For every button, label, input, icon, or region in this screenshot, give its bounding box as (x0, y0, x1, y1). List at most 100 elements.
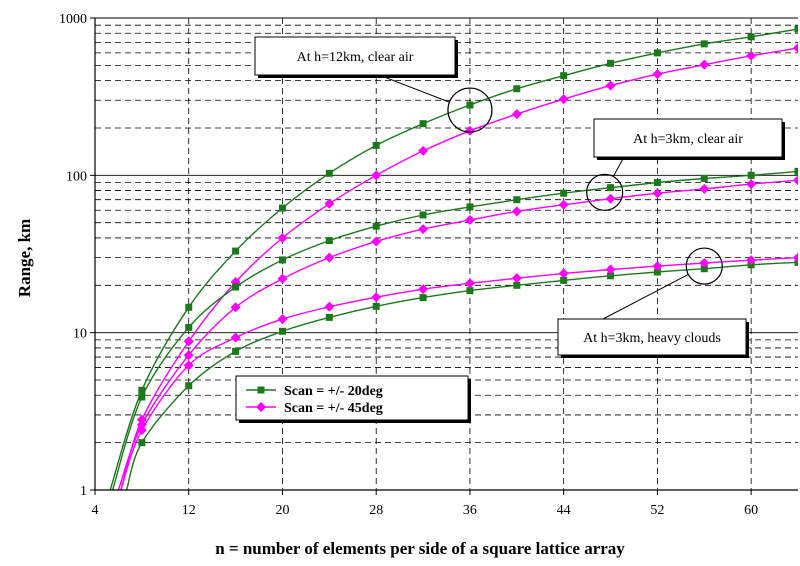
data-point-diamond (605, 193, 616, 204)
data-point-square (607, 59, 615, 67)
data-point-diamond (324, 301, 335, 312)
data-point-square (372, 222, 380, 230)
data-point-square (419, 294, 427, 302)
data-point-diamond (699, 258, 710, 269)
data-point-square (513, 85, 521, 93)
data-point-square (794, 25, 798, 33)
callout: At h=3km, heavy clouds (557, 247, 749, 358)
data-point-diamond (418, 224, 429, 235)
legend-entry: Scan = +/- 45deg (246, 401, 383, 416)
data-point-square (513, 196, 521, 204)
data-point-diamond (511, 273, 522, 284)
legend-box (235, 375, 469, 421)
data-point-square (138, 386, 146, 394)
callout-circle (685, 247, 723, 285)
data-point-square (747, 171, 755, 179)
data-point-diamond (136, 414, 147, 425)
y-axis-title: Range, km (15, 219, 34, 297)
data-point-diamond (793, 42, 798, 53)
data-point-square (232, 347, 240, 355)
callout-circle (586, 173, 624, 211)
data-point-square (325, 237, 333, 245)
series-line (117, 179, 798, 490)
data-point-square (257, 386, 265, 394)
legend-label: Scan = +/- 45deg (284, 401, 383, 416)
data-point-diamond (230, 302, 241, 313)
data-point-diamond (793, 252, 798, 263)
callout: At h=3km, clear air (586, 118, 785, 211)
data-point-square (232, 247, 240, 255)
data-point-diamond (418, 284, 429, 295)
series-line (120, 256, 798, 490)
data-point-square (325, 313, 333, 321)
data-point-diamond (136, 419, 147, 430)
series-line (120, 47, 798, 490)
data-point-square (232, 283, 240, 291)
data-point-diamond (558, 94, 569, 105)
callout-leader (378, 74, 450, 103)
data-point-square (372, 141, 380, 149)
x-tick-label: 4 (92, 503, 99, 518)
legend: Scan = +/- 20deg Scan = +/- 45deg (235, 375, 471, 423)
x-tick-label: 12 (182, 503, 196, 518)
data-point-square (653, 268, 661, 276)
y-tick-label: 10 (73, 327, 87, 342)
callout-box (593, 118, 783, 158)
data-point-square (560, 72, 568, 80)
data-point-diamond (183, 336, 194, 347)
data-point-square (138, 393, 146, 401)
data-point-diamond (418, 145, 429, 156)
data-point-diamond (511, 206, 522, 217)
data-point-diamond (746, 179, 757, 190)
data-point-square (278, 204, 286, 212)
callout-leader (612, 156, 625, 177)
callouts: At h=12km, clear air At h=3km, clear air A… (254, 36, 785, 358)
callout-leader (602, 273, 689, 320)
y-tick-label: 1 (80, 484, 87, 499)
data-point-square (560, 276, 568, 284)
x-tick-label: 20 (275, 503, 289, 518)
series-scan-20deg (111, 167, 798, 490)
data-point-square (607, 272, 615, 280)
series-line (125, 261, 798, 490)
data-point-square (560, 189, 568, 197)
data-point-diamond (277, 314, 288, 325)
data-point-square (700, 265, 708, 273)
callout-label: At h=12km, clear air (297, 50, 414, 65)
series-scan-45deg (117, 175, 798, 490)
data-point-diamond (793, 175, 798, 186)
data-point-square (794, 167, 798, 175)
callout-circle (447, 87, 493, 133)
data-point-square (372, 302, 380, 310)
x-axis-title: n = number of elements per side of a squ… (215, 539, 625, 558)
data-point-diamond (256, 402, 266, 412)
data-point-diamond (558, 268, 569, 279)
data-point-diamond (558, 199, 569, 210)
callout-label: At h=3km, heavy clouds (583, 331, 721, 346)
data-point-square (185, 382, 193, 390)
x-tick-label: 60 (744, 503, 758, 518)
data-point-diamond (699, 183, 710, 194)
data-point-diamond (652, 261, 663, 272)
x-tick-label: 28 (369, 503, 383, 518)
data-point-square (419, 211, 427, 219)
legend-label: Scan = +/- 20deg (284, 384, 383, 399)
data-point-square (278, 256, 286, 264)
data-point-square (513, 281, 521, 289)
data-point-diamond (136, 425, 147, 436)
legend-entry: Scan = +/- 20deg (246, 384, 383, 399)
series-line (111, 170, 798, 490)
x-tick-label: 44 (557, 503, 571, 518)
data-point-diamond (511, 109, 522, 120)
data-point-square (700, 174, 708, 182)
data-point-square (185, 303, 193, 311)
x-tick-label: 36 (463, 503, 477, 518)
data-point-square (700, 40, 708, 48)
data-point-diamond (230, 332, 241, 343)
callout-label: At h=3km, clear air (633, 132, 743, 147)
data-point-square (185, 323, 193, 331)
data-point-diamond (183, 350, 194, 361)
data-point-diamond (464, 125, 475, 136)
data-point-diamond (324, 198, 335, 209)
callout-box (254, 36, 456, 76)
